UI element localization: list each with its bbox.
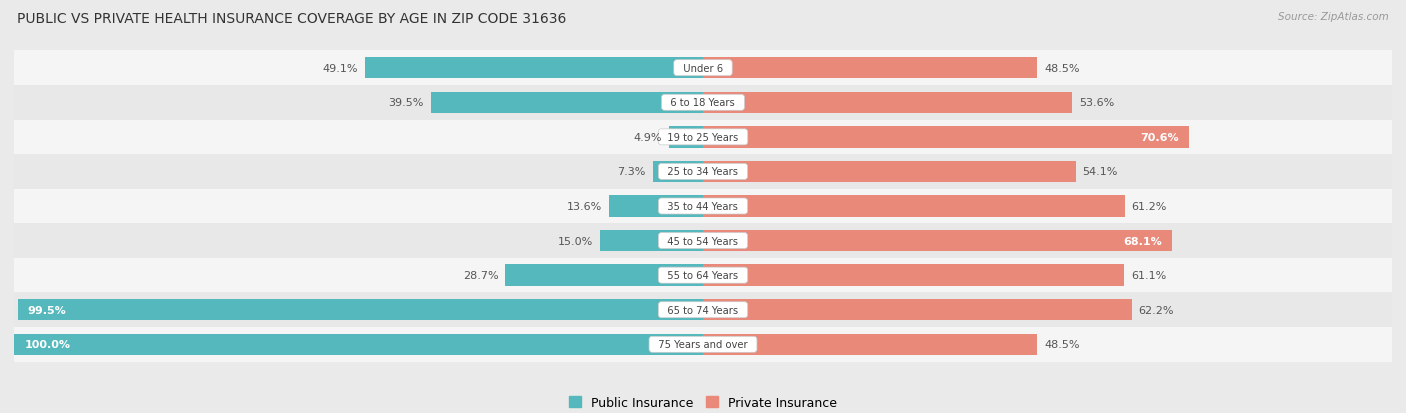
Text: 100.0%: 100.0% (24, 339, 70, 349)
Text: 13.6%: 13.6% (567, 202, 602, 211)
Text: 48.5%: 48.5% (1045, 64, 1080, 74)
Text: 48.5%: 48.5% (1045, 339, 1080, 349)
Bar (703, 230, 1173, 252)
Bar (703, 93, 1073, 114)
Text: PUBLIC VS PRIVATE HEALTH INSURANCE COVERAGE BY AGE IN ZIP CODE 31636: PUBLIC VS PRIVATE HEALTH INSURANCE COVER… (17, 12, 567, 26)
Text: 68.1%: 68.1% (1123, 236, 1161, 246)
Bar (14, 189, 1392, 224)
Text: 19 to 25 Years: 19 to 25 Years (661, 133, 745, 142)
Bar (703, 265, 1123, 286)
Bar (652, 161, 703, 183)
Bar (703, 58, 1038, 79)
Bar (14, 258, 1392, 293)
Text: Source: ZipAtlas.com: Source: ZipAtlas.com (1278, 12, 1389, 22)
Bar (703, 196, 1125, 217)
Bar (609, 196, 703, 217)
Bar (14, 155, 1392, 189)
Text: 70.6%: 70.6% (1140, 133, 1180, 142)
Bar (703, 334, 1038, 355)
Text: 61.1%: 61.1% (1130, 271, 1166, 280)
Bar (703, 299, 1132, 320)
Text: 54.1%: 54.1% (1083, 167, 1118, 177)
Text: 62.2%: 62.2% (1139, 305, 1174, 315)
Bar (14, 224, 1392, 258)
Text: 61.2%: 61.2% (1132, 202, 1167, 211)
Text: 6 to 18 Years: 6 to 18 Years (665, 98, 741, 108)
Bar (505, 265, 703, 286)
Text: 15.0%: 15.0% (558, 236, 593, 246)
Text: 7.3%: 7.3% (617, 167, 645, 177)
Text: 28.7%: 28.7% (463, 271, 498, 280)
Legend: Public Insurance, Private Insurance: Public Insurance, Private Insurance (564, 391, 842, 413)
Bar (703, 161, 1076, 183)
Bar (17, 299, 703, 320)
Bar (14, 51, 1392, 86)
Text: 65 to 74 Years: 65 to 74 Years (661, 305, 745, 315)
Text: 39.5%: 39.5% (388, 98, 425, 108)
Text: 49.1%: 49.1% (322, 64, 359, 74)
Bar (364, 58, 703, 79)
Text: Under 6: Under 6 (676, 64, 730, 74)
Bar (14, 86, 1392, 120)
Bar (599, 230, 703, 252)
Bar (14, 327, 1392, 362)
Text: 45 to 54 Years: 45 to 54 Years (661, 236, 745, 246)
Bar (14, 334, 703, 355)
Text: 35 to 44 Years: 35 to 44 Years (661, 202, 745, 211)
Bar (703, 127, 1189, 148)
Text: 75 Years and over: 75 Years and over (652, 339, 754, 349)
Bar (14, 293, 1392, 327)
Text: 55 to 64 Years: 55 to 64 Years (661, 271, 745, 280)
Text: 99.5%: 99.5% (28, 305, 66, 315)
Bar (430, 93, 703, 114)
Text: 4.9%: 4.9% (634, 133, 662, 142)
Bar (14, 120, 1392, 155)
Bar (669, 127, 703, 148)
Text: 25 to 34 Years: 25 to 34 Years (661, 167, 745, 177)
Text: 53.6%: 53.6% (1080, 98, 1115, 108)
